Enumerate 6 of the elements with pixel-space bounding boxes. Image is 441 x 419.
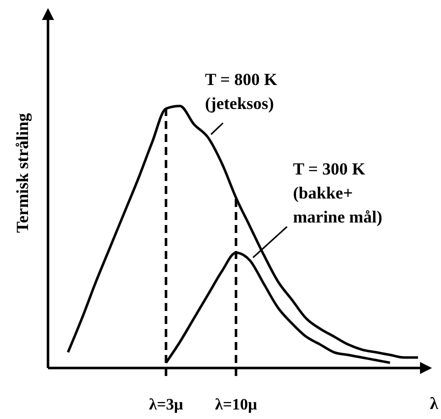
x-tick-label: λ=10μ — [214, 396, 258, 414]
series-label: T = 800 K (jeteksos) — [205, 70, 278, 113]
x-tick-label: λ=3μ — [148, 396, 184, 414]
y-axis-title: Termisk stråling — [13, 112, 32, 233]
text: T = 300 K (bakke+ marine mål) — [293, 160, 382, 227]
x-axis-title: λ — [430, 394, 439, 413]
